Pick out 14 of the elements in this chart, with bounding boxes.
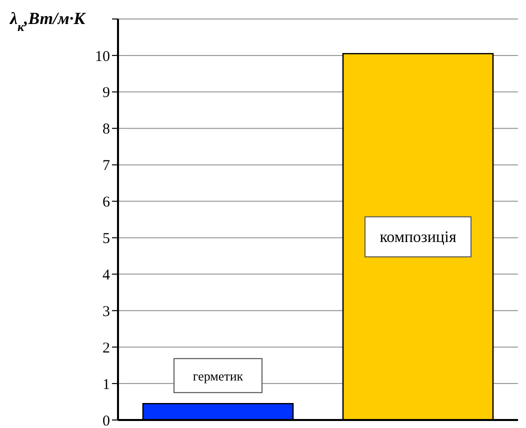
y-axis-title: λ$_{к}$,Вт/м·К <box>9 9 87 34</box>
y-tick-label: 8 <box>102 122 110 138</box>
y-tick-label: 4 <box>102 268 110 284</box>
y-tick-label: 5 <box>102 231 110 248</box>
y-tick-label: 7 <box>102 158 110 174</box>
y-tick-label: 10 <box>95 48 110 65</box>
y-tick-label: 9 <box>102 85 110 102</box>
y-tick-label: 3 <box>102 304 110 320</box>
x-tick-label: композиція <box>380 228 457 246</box>
y-tick-label: 0 <box>102 413 110 428</box>
y-tick-label: 2 <box>102 340 110 356</box>
x-tick-label: герметик <box>192 368 244 384</box>
y-tick-label: 6 <box>102 194 110 211</box>
y-tick-label: 1 <box>102 376 110 393</box>
